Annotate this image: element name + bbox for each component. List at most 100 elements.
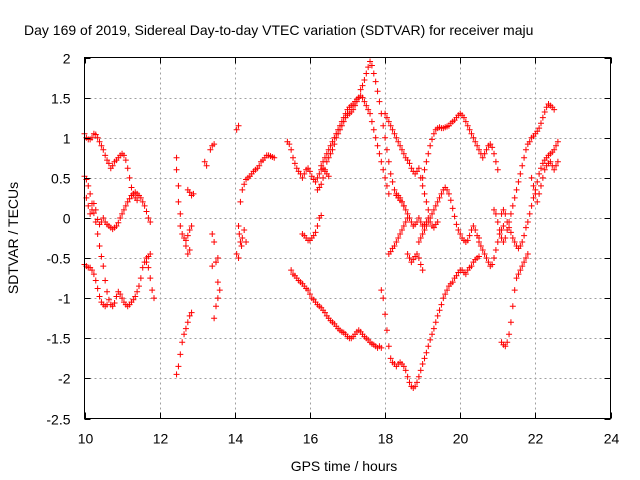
data-point [177,351,184,358]
data-point [513,275,520,282]
data-point [429,210,436,217]
data-point [312,229,319,236]
plot-frame [84,57,611,419]
series-arc-r [385,214,411,258]
data-point [524,218,531,225]
data-point [179,230,186,237]
data-point [489,144,496,151]
series-arc-m [299,212,325,244]
data-point [385,158,392,165]
data-point [126,195,133,202]
data-point [522,255,529,262]
data-point [408,165,415,172]
data-point [432,319,439,326]
data-point [363,102,370,109]
data-point [397,194,404,201]
data-point [94,285,101,292]
chart-title: Day 169 of 2019, Sidereal Day-to-day VTE… [24,22,533,38]
data-point [320,174,327,181]
data-point [460,114,467,121]
data-point [214,295,221,302]
data-point [436,307,443,314]
data-point [492,210,499,217]
data-point [363,70,370,77]
data-point [476,146,482,153]
data-point [329,138,336,145]
data-point [173,154,180,161]
data-point [134,197,141,204]
x-tick-label: 12 [153,431,169,447]
data-point [214,279,221,286]
data-point [182,325,189,332]
data-point [184,251,191,258]
data-point [87,210,94,217]
data-point [288,267,295,274]
data-point [502,235,509,241]
series-arc-aa [528,158,561,205]
y-tick-label: 1 [63,131,71,147]
data-point [102,152,109,159]
data-point [90,271,97,278]
data-point [188,309,195,316]
data-point [534,198,541,205]
data-point [209,230,216,237]
data-point [506,224,513,231]
y-tick-labels: 2 1.5 1 0.5 0 -0.5 -1 -1.5 -2 -2.5 [46,51,70,428]
data-point [500,222,507,229]
data-point [145,264,152,271]
data-point [406,255,413,262]
data-point [105,160,112,167]
data-point [211,239,218,246]
data-point [134,288,141,295]
data-point [365,64,372,71]
data-point [359,82,366,89]
data-point [477,243,484,250]
data-point [316,170,323,177]
data-point [325,173,332,180]
data-point [393,134,400,141]
data-point [438,190,445,197]
data-point [395,138,402,145]
data-point [506,331,513,338]
data-point [92,277,99,284]
data-point [147,251,154,258]
data-point [423,222,430,229]
data-point [519,263,526,270]
data-point [414,251,421,258]
data-point [415,255,422,262]
data-point [425,150,432,157]
series-arc-a [81,130,141,204]
data-point [184,232,191,239]
data-point [425,343,432,350]
data-point [186,189,193,196]
data-point [333,130,340,137]
data-point [271,154,278,161]
data-point [117,214,124,221]
data-point [105,296,112,303]
x-tick-label: 14 [228,431,244,447]
data-point [89,267,96,274]
data-points [81,58,561,392]
data-point [102,277,109,284]
data-point [522,146,529,153]
x-tick-label: 10 [78,431,94,447]
data-point [186,247,193,254]
data-point [147,218,154,225]
data-point [444,186,451,193]
series-arc-c [81,261,111,310]
data-point [462,118,469,125]
data-point [338,118,345,125]
series-arc-v [419,110,501,181]
data-point [90,200,97,207]
data-point [511,239,518,246]
y-tick-label: -2 [58,371,71,387]
data-point [256,162,263,169]
data-point [188,222,195,229]
data-point [485,259,492,266]
data-point [511,194,518,201]
data-point [331,134,338,141]
data-point [404,251,411,258]
data-point [530,194,537,201]
data-point [442,291,449,298]
